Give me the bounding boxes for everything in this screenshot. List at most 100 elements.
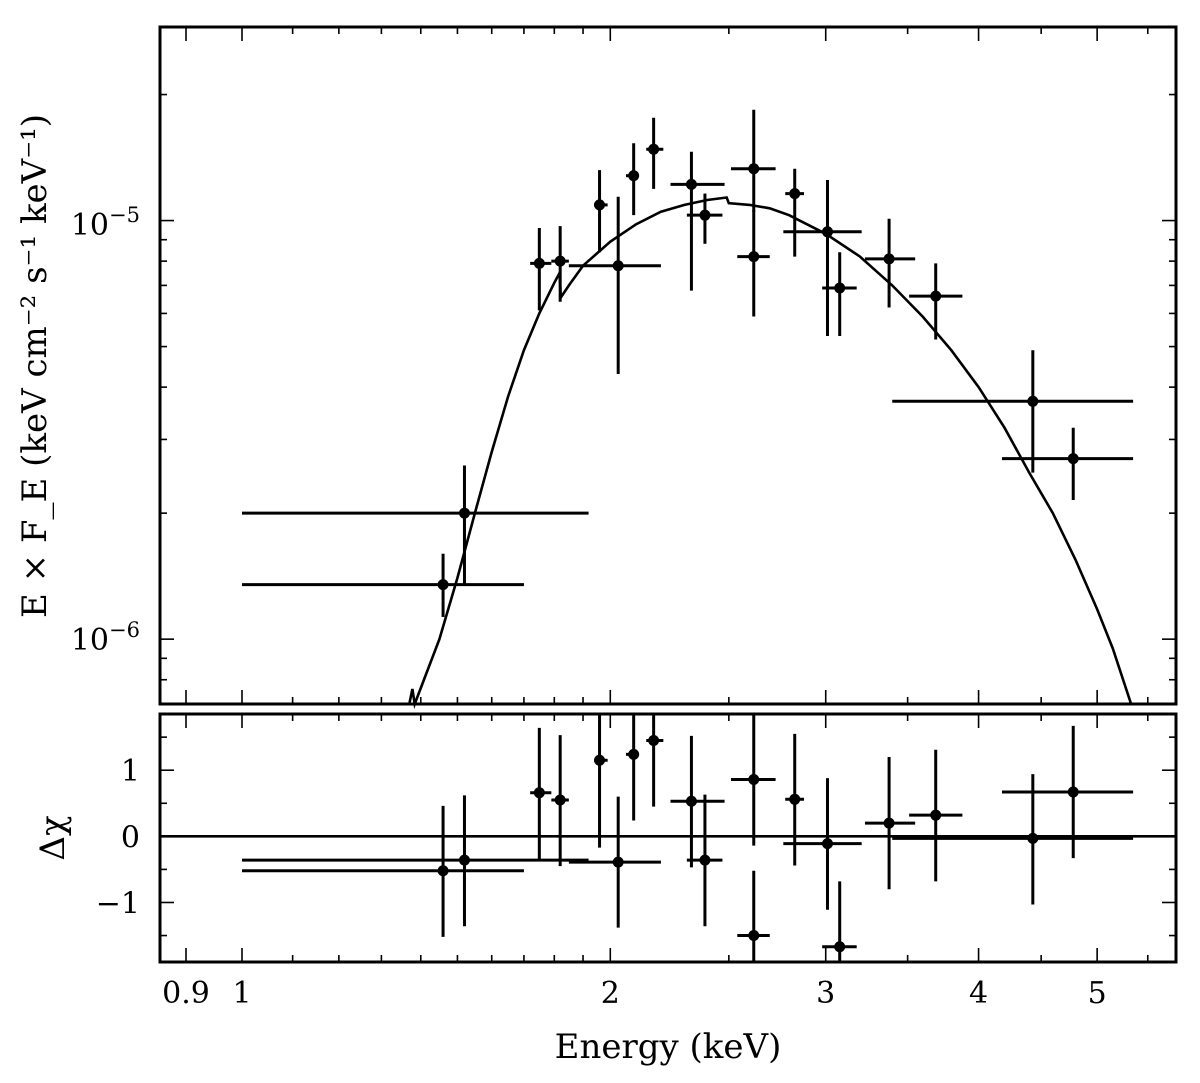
spectrum-point-1: [241, 465, 589, 585]
residuals-point-7: [646, 714, 664, 807]
y-tick-label-1e-6: 10−6: [71, 618, 140, 658]
residuals-point-3: [551, 735, 569, 867]
spectrum-point-7: [646, 117, 664, 189]
spectrum-marker: [834, 282, 846, 294]
residuals-y-tick-label: −1: [96, 886, 140, 921]
spectrum-point-5: [568, 196, 661, 374]
spectrum-marker: [628, 170, 640, 182]
spectrum-marker: [648, 143, 660, 155]
residuals-point-17: [892, 774, 1134, 905]
spectrum-data-points: [241, 109, 1134, 617]
spectrum-plot-frame: [158, 25, 1178, 706]
spectrum-marker: [554, 255, 566, 267]
spectrum-point-17: [892, 350, 1134, 473]
residuals-point-15: [864, 756, 916, 890]
residuals-y-axis-label: Δχ: [33, 815, 73, 860]
residuals-marker: [748, 773, 760, 785]
spectrum-marker: [789, 188, 801, 200]
spectrum-marker: [533, 257, 545, 269]
residuals-point-2: [530, 727, 552, 859]
residuals-data-points: [241, 714, 1134, 962]
x-axis-label: Energy (keV): [555, 1027, 782, 1067]
residuals-point-0: [241, 805, 524, 937]
residuals-panel: 1 0 −1 0.9 1 2 3 4 5 Δχ Energy (keV): [33, 712, 1178, 1067]
residuals-marker: [612, 856, 624, 868]
spectrum-marker: [748, 163, 760, 175]
residuals-y-tick-label: 1: [121, 754, 140, 789]
spectrum-point-6: [625, 143, 640, 216]
residuals-point-1: [241, 795, 589, 927]
residuals-point-14: [822, 881, 857, 962]
spectrum-marker: [1027, 395, 1039, 407]
residuals-marker: [930, 809, 942, 821]
spectrum-point-0: [241, 553, 524, 617]
residuals-point-11: [737, 870, 770, 962]
residuals-marker: [554, 794, 566, 806]
spectrum-point-18: [1001, 427, 1134, 500]
spectrum-y-axis-label: E × F_E (keV cm⁻² s⁻¹ keV⁻¹): [15, 114, 55, 618]
residuals-marker: [533, 787, 545, 799]
x-tick-label: 2: [601, 976, 620, 1011]
residuals-point-4: [594, 714, 608, 848]
residuals-marker: [594, 754, 606, 766]
x-tick-label: 3: [816, 976, 835, 1011]
spectrum-marker: [594, 199, 606, 211]
residuals-marker: [821, 838, 833, 850]
spectrum-marker: [821, 226, 833, 238]
spectrum-point-2: [530, 227, 552, 311]
residuals-point-13: [783, 778, 862, 910]
residuals-point-12: [785, 733, 805, 866]
residuals-point-9: [686, 794, 723, 927]
residuals-marker: [883, 817, 895, 829]
spectrum-point-16: [909, 263, 963, 340]
spectrum-point-8: [670, 151, 725, 291]
spectrum-marker: [612, 260, 624, 272]
x-tick-label: 5: [1088, 976, 1107, 1011]
spectrum-marker: [748, 251, 760, 263]
x-tick-label: 4: [969, 976, 988, 1011]
residuals-marker: [458, 854, 470, 866]
spectrum-point-10: [730, 109, 776, 212]
spectrum-point-12: [785, 168, 805, 257]
residuals-marker: [1027, 832, 1039, 844]
residuals-marker: [834, 941, 846, 953]
spectrum-panel: 10−5 10−6 E × F_E (keV cm⁻² s⁻¹ keV⁻¹): [15, 25, 1178, 710]
x-tick-label: 0.9: [162, 976, 210, 1011]
spectrum-point-15: [864, 218, 916, 308]
y-tick-label-1e-5: 10−5: [71, 203, 140, 243]
spectrum-point-9: [686, 193, 723, 244]
residuals-point-6: [625, 714, 640, 821]
spectrum-point-13: [783, 179, 862, 336]
residuals-plot-frame: [158, 712, 1178, 964]
spectrum-point-3: [551, 226, 569, 302]
residuals-marker: [437, 865, 449, 877]
spectrum-marker: [699, 209, 711, 221]
residuals-point-18: [1001, 725, 1134, 859]
spectrum-marker: [883, 253, 895, 265]
residuals-marker: [628, 748, 640, 760]
spectrum-ticks: [160, 27, 1176, 704]
spectrum-marker: [458, 507, 470, 519]
spectrum-marker: [1067, 453, 1079, 465]
x-tick-label: 1: [232, 976, 251, 1011]
residuals-point-5: [568, 796, 661, 928]
residuals-marker: [748, 930, 760, 942]
x-tick-labels: 0.9 1 2 3 4 5: [162, 976, 1107, 1011]
residuals-y-tick-label: 0: [121, 820, 140, 855]
residuals-marker: [648, 734, 660, 746]
spectrum-marker: [437, 579, 449, 591]
spectrum-point-14: [822, 252, 857, 336]
residuals-point-10: [730, 714, 776, 846]
residuals-point-8: [670, 735, 725, 868]
spectrum-marker: [930, 290, 942, 302]
residuals-marker: [1067, 786, 1079, 798]
residuals-y-tick-labels: 1 0 −1: [96, 754, 140, 921]
spectrum-marker: [685, 178, 697, 190]
residuals-marker: [685, 795, 697, 807]
spectrum-point-11: [737, 209, 770, 317]
residuals-point-16: [909, 749, 963, 882]
spectrum-y-tick-labels: 10−5 10−6: [71, 203, 140, 658]
residuals-marker: [789, 793, 801, 805]
model-curve: [408, 196, 1133, 710]
